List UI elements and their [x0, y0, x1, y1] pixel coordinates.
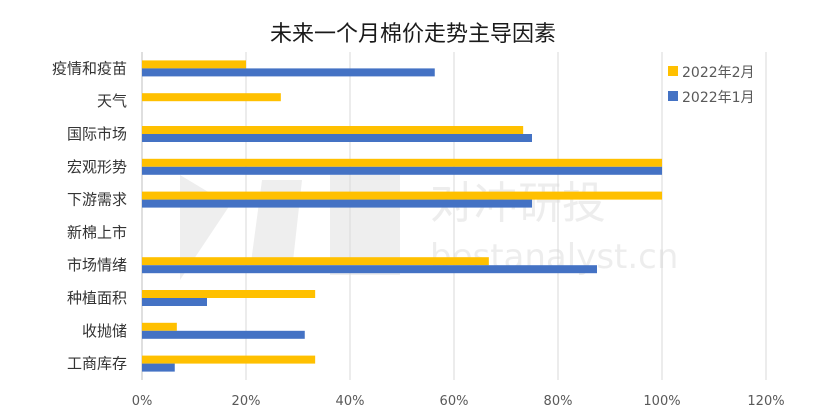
- x-tick-label: 60%: [440, 394, 469, 409]
- x-tick-labels: 0% 20% 40% 60% 80% 100% 120%: [132, 394, 785, 409]
- bar-2022-feb: [142, 257, 489, 266]
- bar-2022-feb: [142, 93, 281, 102]
- bar-2022-jan: [142, 68, 435, 77]
- bar-2022-feb: [142, 191, 662, 200]
- legend-label-feb: 2022年2月: [682, 65, 755, 81]
- category-label: 国际市场: [67, 125, 127, 143]
- category-label: 宏观形势: [67, 158, 127, 176]
- x-tick-label: 100%: [643, 394, 680, 409]
- bar-2022-feb: [142, 60, 246, 69]
- bar-2022-jan: [142, 330, 305, 339]
- legend-label-jan: 2022年1月: [682, 90, 755, 106]
- category-label: 市场情绪: [67, 256, 127, 274]
- x-tick-label: 20%: [232, 394, 261, 409]
- x-tick-label: 80%: [544, 394, 573, 409]
- category-label: 新棉上市: [67, 223, 127, 241]
- bar-2022-feb: [142, 126, 524, 134]
- gridlines: [141, 52, 767, 380]
- category-label: 天气: [97, 92, 127, 110]
- bar-2022-jan: [142, 199, 532, 208]
- category-label: 收抛储: [82, 322, 127, 340]
- x-tick-label: 0%: [132, 394, 153, 409]
- bar-2022-feb: [142, 355, 316, 364]
- x-tick-label: 120%: [747, 394, 784, 409]
- bar-2022-jan: [142, 363, 175, 372]
- bar-2022-jan: [142, 134, 532, 142]
- bars: [142, 60, 662, 372]
- bar-2022-jan: [142, 265, 597, 274]
- bar-2022-feb: [142, 322, 177, 331]
- chart-title: 未来一个月棉价走势主导因素: [270, 22, 556, 47]
- bar-2022-jan: [142, 298, 207, 306]
- legend-swatch-feb: [668, 66, 678, 76]
- category-label: 种植面积: [67, 289, 127, 307]
- bar-2022-feb: [142, 290, 316, 298]
- category-label: 疫情和疫苗: [52, 59, 127, 77]
- legend: 2022年2月 2022年1月: [668, 65, 755, 106]
- bar-2022-jan: [142, 166, 662, 175]
- bar-2022-feb: [142, 158, 662, 167]
- category-label: 工商库存: [67, 355, 127, 373]
- legend-swatch-jan: [668, 91, 678, 101]
- x-tick-label: 40%: [336, 394, 365, 409]
- category-label: 下游需求: [67, 191, 127, 209]
